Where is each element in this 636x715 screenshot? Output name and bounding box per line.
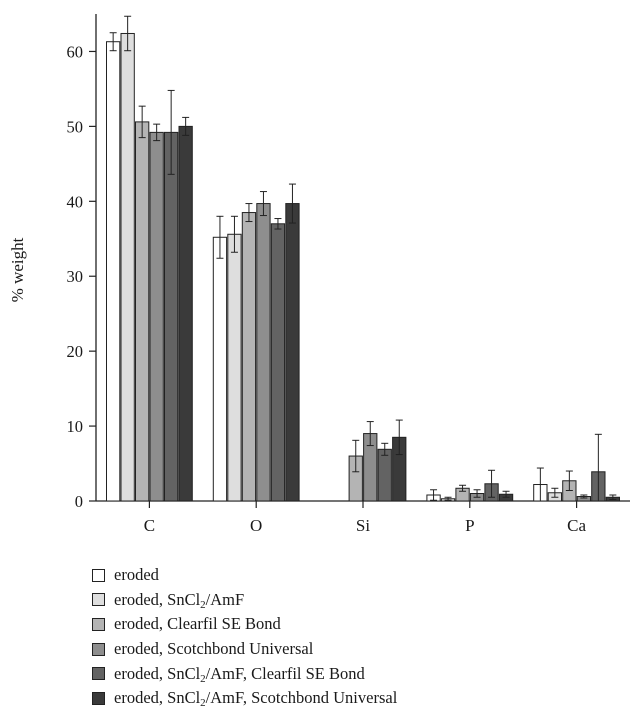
bar [270,223,286,502]
legend-label: eroded, Scotchbond Universal [114,639,314,659]
error-bar [473,489,481,498]
error-bar [274,218,282,230]
bar [285,203,300,502]
legend-swatch [92,593,105,607]
bar [227,233,242,502]
error-bar [352,439,360,473]
bar [106,41,121,502]
legend-item: eroded, SnCl2/AmF, Clearfil SE Bond [92,661,397,686]
error-bar [609,494,617,501]
legend-item: eroded, Scotchbond Universal [92,637,397,662]
y-tick-label: 40 [67,192,84,211]
error-bar [230,215,238,253]
error-bar [488,469,496,498]
x-tick-label: O [250,516,262,535]
error-bar [216,215,224,259]
y-tick-label: 10 [67,417,84,436]
legend-swatch [92,617,105,631]
y-tick-label: 60 [67,42,84,61]
bar [212,236,228,502]
x-tick-label: C [144,516,155,535]
error-bar [459,484,467,492]
error-bar [182,116,190,136]
error-bar [381,442,389,456]
x-tick-label: P [465,516,474,535]
legend-item: eroded, Clearfil SE Bond [92,612,397,637]
legend-item: eroded [92,563,397,588]
error-bar [153,123,161,142]
legend-swatch [92,667,105,681]
chart-bars [106,15,621,502]
error-bar [366,421,374,447]
error-bar [551,487,559,498]
bar [120,32,135,502]
y-tick-label: 0 [75,492,83,511]
legend-label: eroded, SnCl2/AmF, Clearfil SE Bond [114,663,365,685]
legend-item: eroded, SnCl2/AmF, Scotchbond Universal [92,686,397,711]
error-bar [109,32,117,52]
y-tick-label: 20 [67,342,84,361]
error-bar [259,191,267,217]
x-tick-label: Si [356,516,370,535]
x-tick-label: Ca [567,516,586,535]
legend-label: eroded, SnCl2/AmF, Scotchbond Universal [114,688,398,710]
error-bar [167,89,175,175]
error-bar [138,105,146,139]
bar-chart: 0 10 20 30 40 50 60 C O Si P Ca % weight [8,14,630,535]
bar [135,121,150,502]
error-bar [580,494,588,499]
y-tick-label: 50 [67,117,84,136]
legend-swatch [92,642,105,656]
y-tick-label: 30 [67,267,84,286]
bar [149,131,164,502]
bar [178,125,193,502]
error-bar [594,433,602,502]
error-bar [565,470,573,492]
error-bar [124,15,132,52]
error-bar [502,490,510,498]
chart-axes: 0 10 20 30 40 50 60 C O Si P Ca [67,14,630,535]
error-bar [395,419,403,456]
legend-item: eroded, SnCl2/AmF [92,588,397,613]
error-bar [288,183,296,224]
bar [377,448,392,502]
error-bar [245,203,253,223]
chart-legend: eroded eroded, SnCl2/AmF eroded, Clearfil … [92,563,397,711]
bar [256,203,271,502]
error-bar [444,496,452,501]
error-bar [430,489,438,501]
legend-label: eroded [114,565,159,585]
y-axis-label: % weight [8,237,27,302]
legend-label: eroded, SnCl2/AmF [114,589,245,611]
bar [164,131,179,502]
legend-label: eroded, Clearfil SE Bond [114,614,281,634]
error-bar [536,467,544,502]
legend-swatch [92,691,105,705]
legend-swatch [92,568,105,582]
bar [241,212,257,502]
